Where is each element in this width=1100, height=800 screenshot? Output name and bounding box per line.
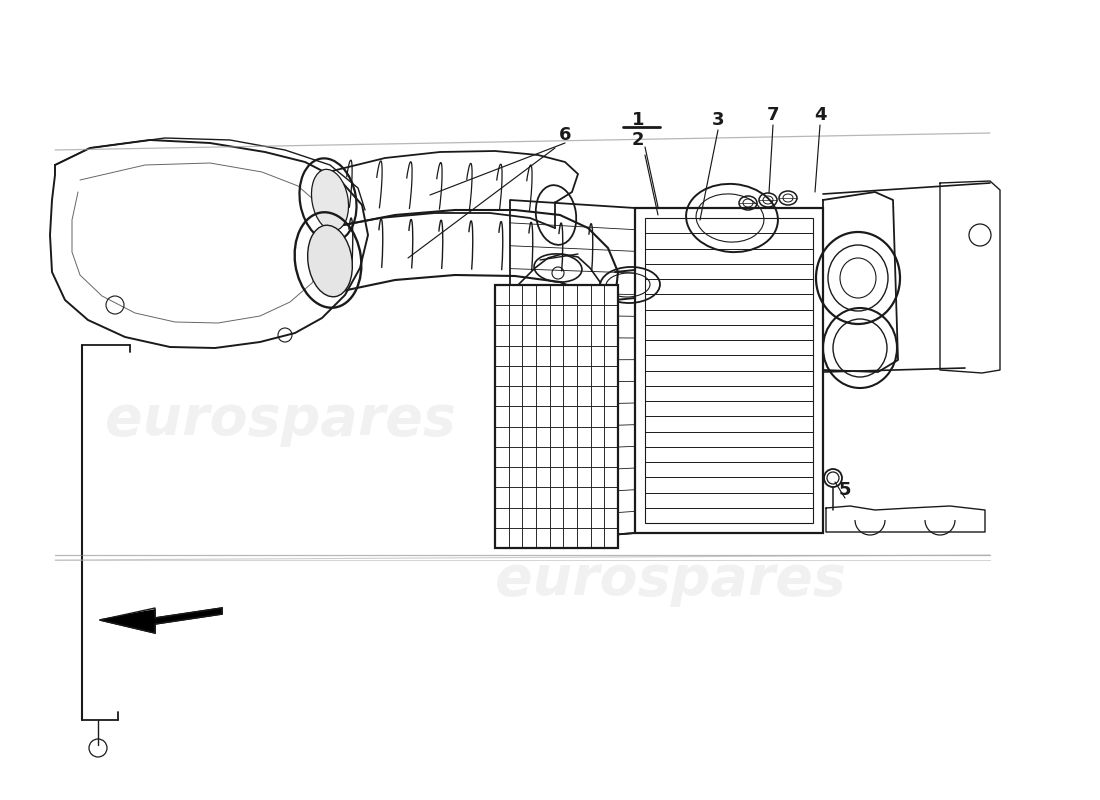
Text: 4: 4	[814, 106, 826, 124]
Text: 2: 2	[631, 131, 645, 149]
Ellipse shape	[311, 170, 349, 230]
Text: eurospares: eurospares	[495, 553, 846, 607]
Polygon shape	[100, 608, 222, 633]
Text: 7: 7	[767, 106, 779, 124]
Text: 1: 1	[631, 111, 645, 129]
Text: 3: 3	[712, 111, 724, 129]
Bar	[495, 285, 618, 548]
Text: eurospares: eurospares	[104, 393, 455, 447]
Text: 6: 6	[559, 126, 571, 144]
Bar	[635, 208, 823, 533]
Ellipse shape	[308, 226, 352, 297]
Bar	[645, 218, 813, 523]
Text: 5: 5	[838, 481, 851, 499]
